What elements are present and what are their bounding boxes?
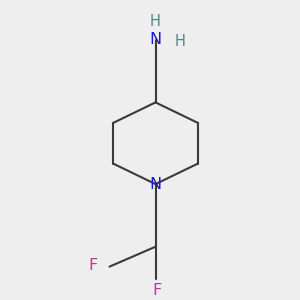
- Text: N: N: [149, 32, 162, 47]
- Text: F: F: [153, 283, 162, 298]
- Text: H: H: [175, 34, 186, 49]
- Text: F: F: [88, 258, 98, 273]
- Text: N: N: [149, 177, 162, 192]
- Text: H: H: [150, 14, 161, 29]
